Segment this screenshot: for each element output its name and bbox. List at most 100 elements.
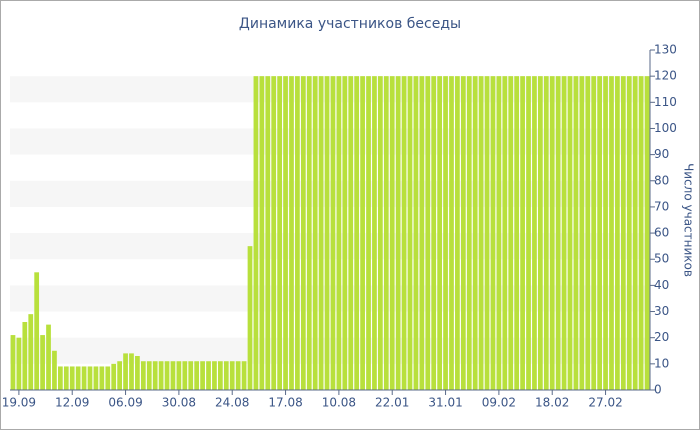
bar	[229, 361, 235, 390]
bar	[490, 76, 496, 391]
bar	[543, 76, 549, 391]
x-tick-label: 12.09	[55, 396, 89, 410]
bar	[63, 366, 69, 390]
bar	[223, 361, 229, 390]
bar	[549, 76, 555, 391]
bar	[431, 76, 437, 391]
grid-band	[10, 337, 650, 364]
bar	[253, 76, 259, 391]
bar	[283, 76, 288, 391]
grid-band	[10, 285, 650, 312]
bar	[140, 361, 146, 390]
y-tick-label: 40	[654, 278, 669, 292]
y-tick-label: 70	[654, 199, 669, 213]
bar	[129, 353, 134, 390]
bar	[40, 335, 45, 390]
bar	[478, 76, 484, 391]
bar	[437, 76, 442, 391]
x-tick-label: 06.09	[108, 396, 142, 410]
bar	[123, 353, 128, 390]
bar	[455, 76, 460, 391]
bar	[579, 76, 585, 391]
bar	[389, 76, 395, 391]
bar	[271, 76, 277, 391]
y-tick-label: 20	[654, 330, 669, 344]
bar	[425, 76, 431, 391]
y-tick-label: 50	[654, 252, 669, 266]
bar	[218, 361, 223, 390]
bar	[188, 361, 194, 390]
x-tick-label: 18.02	[535, 396, 569, 410]
bar	[615, 76, 620, 391]
bar	[591, 76, 597, 391]
bar	[603, 76, 608, 391]
bar	[194, 361, 200, 390]
bar	[567, 76, 573, 391]
bar	[555, 76, 561, 391]
bar	[502, 76, 508, 391]
bar	[638, 76, 644, 391]
x-tick-label: 30.08	[162, 396, 196, 410]
bar	[93, 366, 99, 390]
bar	[146, 361, 152, 390]
bar	[289, 76, 294, 391]
bar	[585, 76, 591, 391]
bar	[526, 76, 531, 391]
x-tick-label: 24.08	[215, 396, 249, 410]
y-tick-label: 0	[654, 383, 662, 397]
bar	[472, 76, 478, 391]
bar	[158, 361, 164, 390]
bar	[10, 335, 16, 390]
y-tick-label: 30	[654, 304, 669, 318]
bar	[16, 337, 22, 390]
bar	[532, 76, 537, 391]
y-tick-label: 130	[654, 43, 677, 57]
bar	[81, 366, 87, 390]
chart-title: Динамика участников беседы	[239, 16, 461, 32]
bar	[620, 76, 626, 391]
bar	[312, 76, 318, 391]
bar	[514, 76, 520, 391]
bar	[306, 76, 312, 391]
bar	[336, 76, 342, 391]
bar	[597, 76, 602, 391]
bar	[28, 314, 34, 390]
bar	[496, 76, 502, 391]
bar	[538, 76, 543, 391]
bar	[111, 363, 117, 390]
bar	[626, 76, 632, 391]
bar	[206, 361, 211, 390]
bar	[330, 76, 336, 391]
bar	[34, 272, 40, 390]
x-tick-label: 22.01	[375, 396, 409, 410]
bar	[644, 76, 650, 391]
bar	[366, 76, 371, 391]
grid-band	[10, 128, 650, 155]
bar	[69, 366, 75, 390]
bar	[354, 76, 360, 391]
bar	[295, 76, 300, 391]
x-tick-label: 27.02	[588, 396, 622, 410]
bar	[99, 366, 105, 390]
bar	[235, 361, 241, 390]
bar	[632, 76, 638, 391]
y-axis-label: Число участников	[682, 163, 696, 277]
bar	[561, 76, 567, 391]
bar	[241, 361, 247, 390]
bar	[152, 361, 158, 390]
grid-band	[10, 233, 650, 260]
bar	[348, 76, 354, 391]
bar	[443, 76, 448, 391]
bar	[247, 246, 253, 390]
bar	[277, 76, 282, 391]
bar	[212, 361, 217, 390]
bar	[135, 356, 140, 390]
bar	[22, 322, 28, 390]
bar	[508, 76, 514, 391]
bar	[300, 76, 306, 391]
bar	[609, 76, 614, 391]
bar	[342, 76, 348, 391]
bar	[401, 76, 407, 391]
y-tick-label: 60	[654, 226, 669, 240]
